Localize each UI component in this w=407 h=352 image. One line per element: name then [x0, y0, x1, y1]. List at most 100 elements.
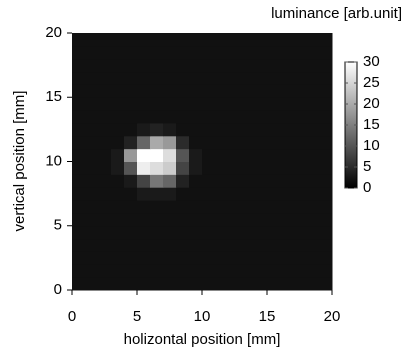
heatmap-cell: [150, 33, 164, 46]
heatmap-cell: [202, 46, 216, 59]
heatmap-cell: [163, 239, 177, 252]
heatmap-cell: [72, 174, 86, 187]
heatmap-cell: [85, 264, 99, 277]
heatmap-cell: [137, 33, 151, 46]
y-tick-label: 10: [45, 152, 62, 169]
heatmap-cell: [254, 226, 268, 239]
heatmap-cell: [228, 123, 242, 136]
heatmap-cell: [72, 110, 86, 123]
heatmap-cell: [215, 123, 229, 136]
heatmap-cell: [306, 110, 320, 123]
heatmap-cell: [111, 162, 125, 175]
heatmap-cell: [150, 251, 164, 264]
heatmap-cell: [280, 136, 294, 149]
heatmap-cell: [85, 46, 99, 59]
heatmap-cell: [319, 277, 333, 290]
heatmap-cell: [137, 251, 151, 264]
heatmap-cell: [98, 149, 112, 162]
heatmap-cell: [241, 226, 255, 239]
heatmap-cell: [228, 200, 242, 213]
heatmap-cell: [254, 162, 268, 175]
heatmap-cell: [319, 59, 333, 72]
heatmap-cell: [228, 277, 242, 290]
heatmap-cell: [137, 46, 151, 59]
heatmap-cell: [137, 277, 151, 290]
heatmap-cell: [215, 84, 229, 97]
heatmap-cell: [111, 200, 125, 213]
heatmap-cell: [124, 110, 138, 123]
heatmap-cell: [137, 110, 151, 123]
heatmap-cell: [202, 226, 216, 239]
heatmap-cell: [137, 264, 151, 277]
heatmap-cell: [215, 213, 229, 226]
heatmap-cell: [267, 239, 281, 252]
heatmap-cell: [111, 46, 125, 59]
heatmap-cell: [202, 149, 216, 162]
heatmap-cell: [228, 187, 242, 200]
heatmap-cell: [189, 97, 203, 110]
heatmap-cell: [228, 174, 242, 187]
heatmap-cell: [280, 97, 294, 110]
heatmap-cell: [293, 213, 307, 226]
heatmap-cell: [98, 33, 112, 46]
heatmap-cell: [254, 174, 268, 187]
heatmap-cell: [85, 277, 99, 290]
heatmap-cell: [189, 226, 203, 239]
heatmap-cell: [98, 59, 112, 72]
heatmap-cell: [319, 149, 333, 162]
heatmap-cell: [319, 123, 333, 136]
heatmap-cell: [111, 136, 125, 149]
heatmap-cell: [254, 213, 268, 226]
heatmap-cell: [111, 239, 125, 252]
heatmap-cell: [85, 187, 99, 200]
y-tick-label: 15: [45, 88, 62, 105]
heatmap-cell: [72, 123, 86, 136]
heatmap-cell: [111, 264, 125, 277]
heatmap-cell: [241, 110, 255, 123]
heatmap-cell: [293, 59, 307, 72]
heatmap-cell: [306, 213, 320, 226]
heatmap-cell: [319, 226, 333, 239]
heatmap-cell: [163, 59, 177, 72]
heatmap-cell: [163, 213, 177, 226]
heatmap-cell: [267, 46, 281, 59]
heatmap-cell: [280, 59, 294, 72]
heatmap-cell: [215, 110, 229, 123]
heatmap-cell: [280, 46, 294, 59]
heatmap-cell: [293, 46, 307, 59]
heatmap-cell: [319, 33, 333, 46]
heatmap-cell: [267, 123, 281, 136]
heatmap-cell: [254, 97, 268, 110]
colorbar-tick-label: 5: [363, 158, 371, 175]
heatmap-cell: [137, 213, 151, 226]
heatmap-cell: [98, 84, 112, 97]
heatmap-cell: [176, 84, 190, 97]
heatmap-cell: [137, 84, 151, 97]
heatmap-cell: [176, 46, 190, 59]
colorbar-tick-label: 30: [363, 53, 380, 70]
heatmap-cell: [293, 97, 307, 110]
heatmap-cell: [293, 200, 307, 213]
heatmap-cell: [280, 277, 294, 290]
colorbar-tick-label: 25: [363, 74, 380, 91]
heatmap-cell: [98, 226, 112, 239]
heatmap-cell: [189, 264, 203, 277]
heatmap-cell: [267, 174, 281, 187]
heatmap-cell: [280, 123, 294, 136]
heatmap-cell: [176, 123, 190, 136]
heatmap-cell: [202, 59, 216, 72]
colorbar-label: luminance [arb.unit]: [271, 5, 402, 22]
colorbar-tick-label: 20: [363, 95, 380, 112]
heatmap-cell: [293, 239, 307, 252]
heatmap-cell: [241, 162, 255, 175]
heatmap-cell: [319, 72, 333, 85]
heatmap-cell: [228, 136, 242, 149]
heatmap-cell: [111, 187, 125, 200]
heatmap-cell: [124, 72, 138, 85]
heatmap-cell: [306, 239, 320, 252]
heatmap-cell: [150, 72, 164, 85]
heatmap-cell: [215, 277, 229, 290]
heatmap-cell: [124, 59, 138, 72]
heatmap-cell: [293, 187, 307, 200]
heatmap-cell: [137, 72, 151, 85]
